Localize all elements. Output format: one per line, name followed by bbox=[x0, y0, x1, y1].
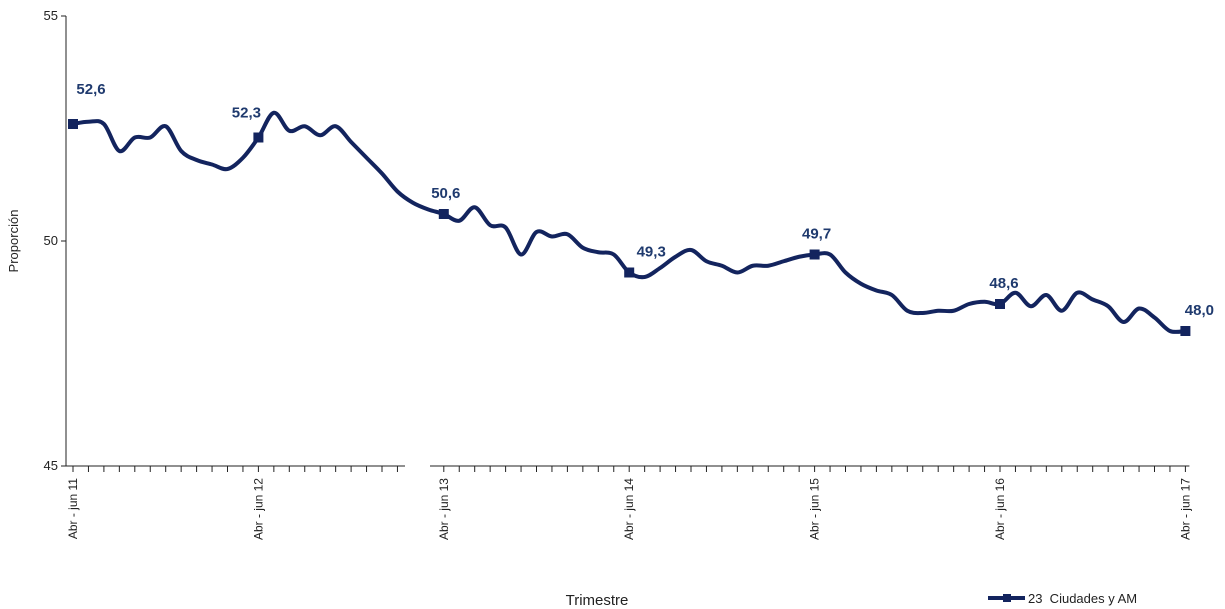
x-tick-label: Abr - jun 15 bbox=[808, 478, 822, 540]
marker bbox=[253, 132, 264, 143]
y-tick-label: 55 bbox=[44, 8, 58, 23]
marker bbox=[1180, 326, 1191, 336]
y-axis-label: Proporción bbox=[6, 210, 21, 273]
marker bbox=[624, 267, 635, 278]
data-label: 48,6 bbox=[989, 275, 1018, 292]
marker bbox=[809, 249, 820, 260]
y-tick-label: 45 bbox=[44, 458, 58, 473]
data-label: 48,0 bbox=[1185, 302, 1214, 319]
x-tick-label: Abr - jun 12 bbox=[251, 478, 265, 540]
marker bbox=[995, 299, 1005, 309]
x-tick-label: Abr - jun 16 bbox=[993, 478, 1007, 540]
x-axis-label: Trimestre bbox=[566, 592, 629, 609]
x-tick-label: Abr - jun 17 bbox=[1178, 478, 1192, 540]
legend-marker bbox=[1003, 594, 1011, 602]
data-label: 52,6 bbox=[76, 81, 105, 98]
data-label: 49,7 bbox=[802, 226, 831, 243]
series-line bbox=[72, 110, 1186, 334]
marker bbox=[438, 209, 449, 219]
x-tick-label: Abr - jun 11 bbox=[66, 478, 80, 539]
marker bbox=[68, 119, 78, 129]
legend-label: 23 Ciudades y AM bbox=[1028, 591, 1137, 606]
x-tick-label: Abr - jun 13 bbox=[437, 478, 451, 540]
data-label: 52,3 bbox=[232, 105, 261, 122]
y-tick-label: 50 bbox=[44, 233, 58, 248]
data-label: 50,6 bbox=[431, 185, 460, 202]
data-label: 49,3 bbox=[637, 244, 666, 261]
x-tick-label: Abr - jun 14 bbox=[622, 478, 636, 540]
